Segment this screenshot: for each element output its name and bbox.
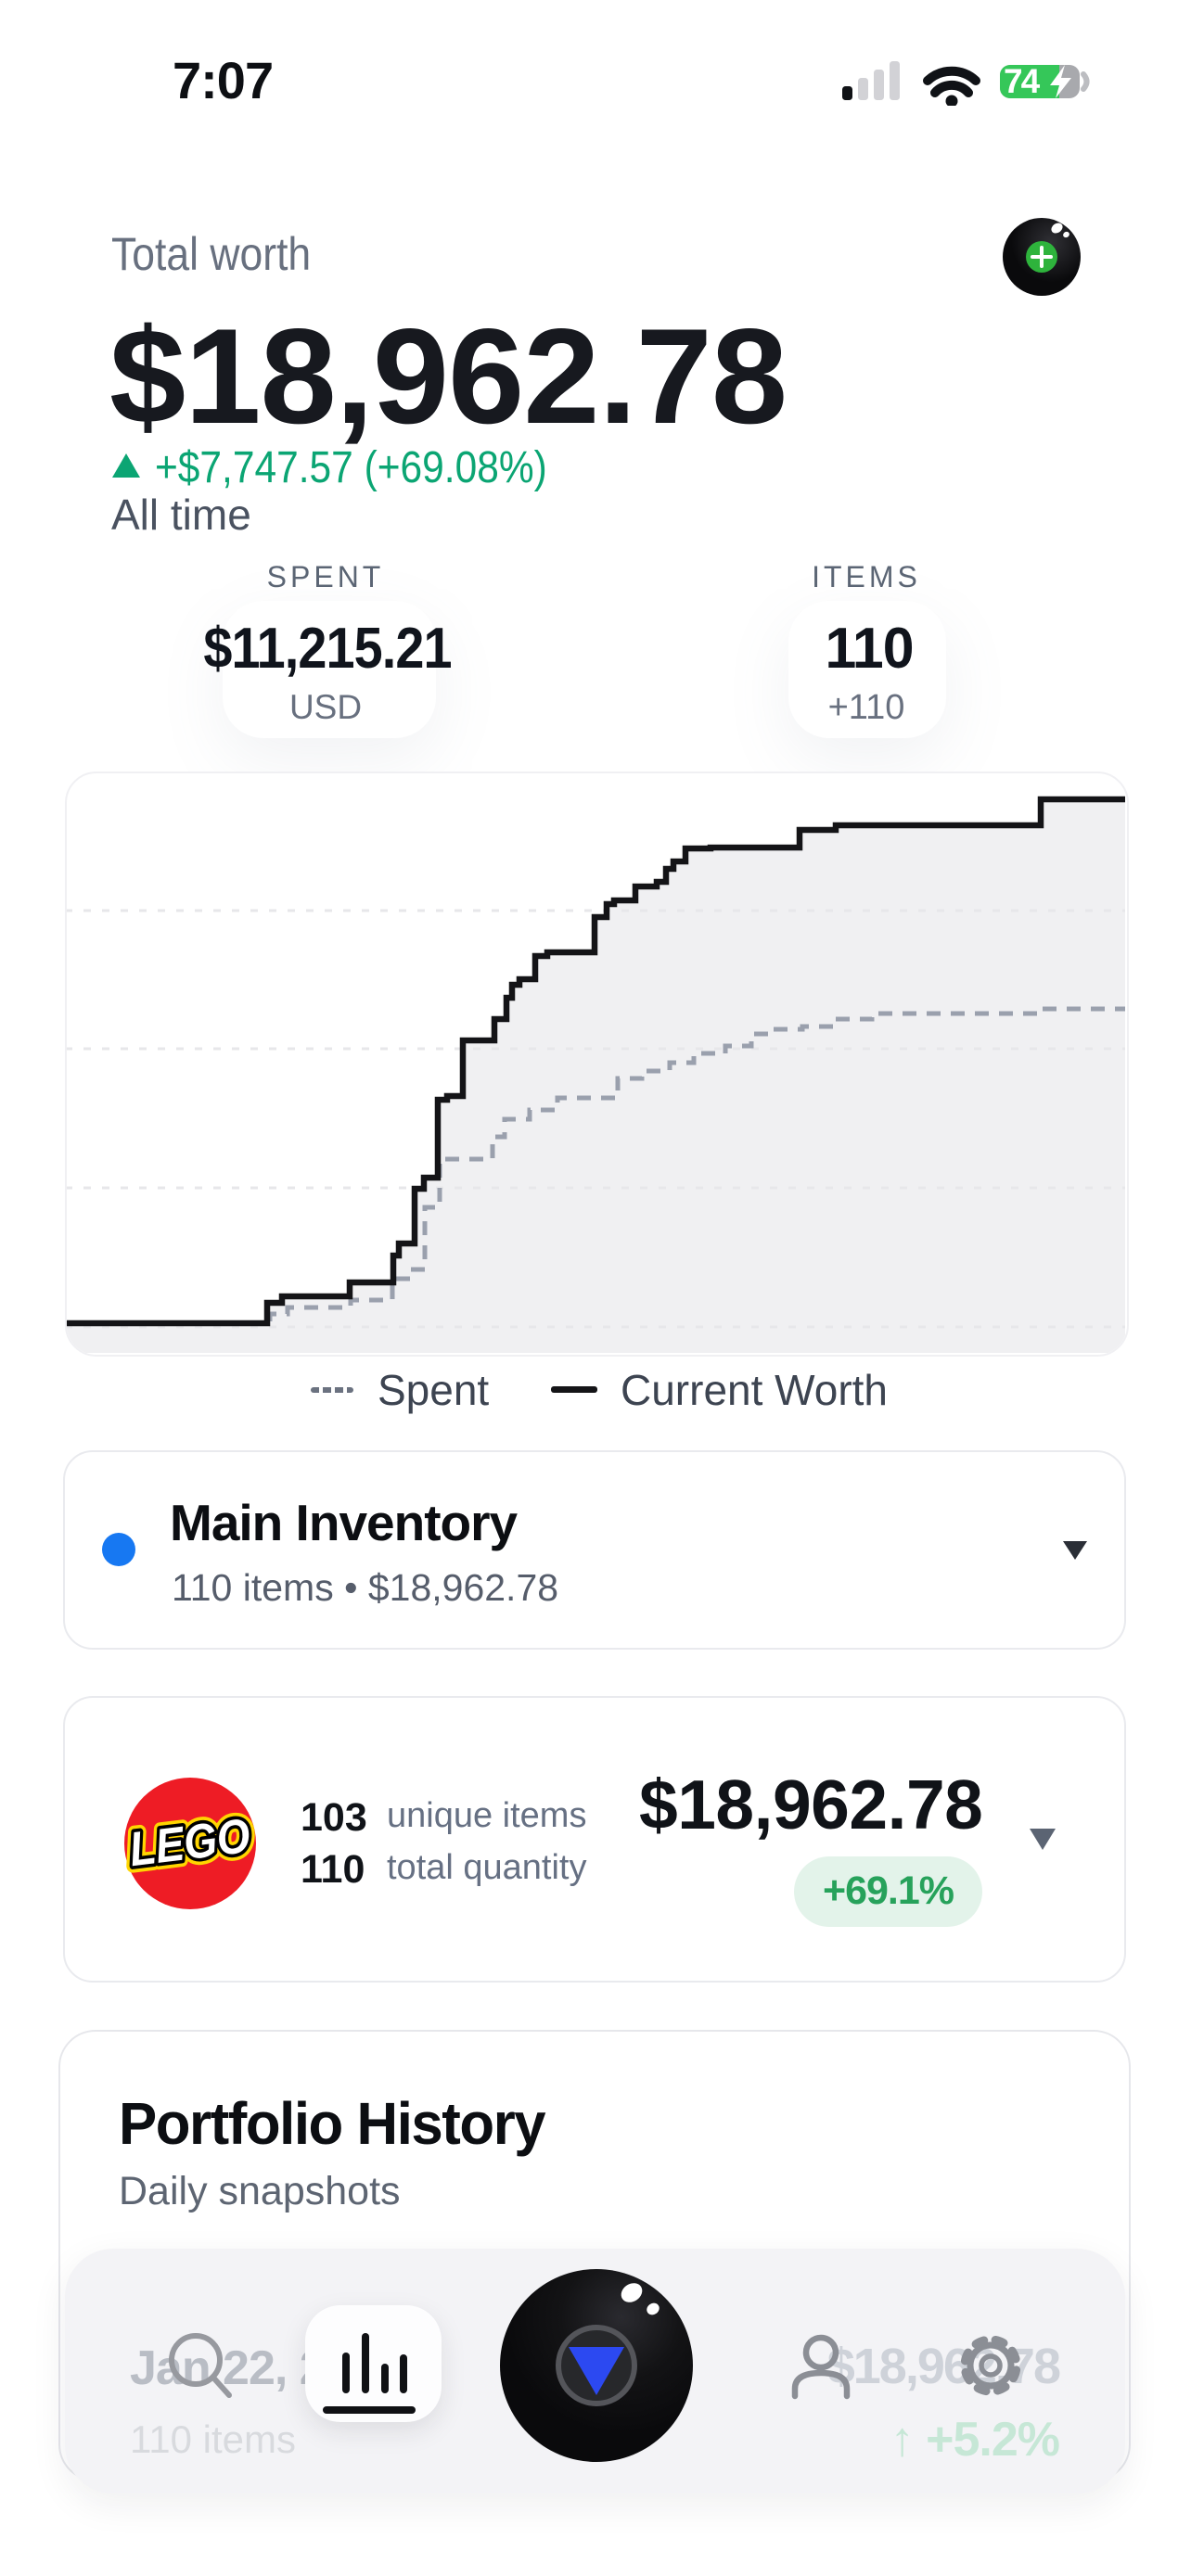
svg-text:74: 74: [1004, 62, 1041, 100]
